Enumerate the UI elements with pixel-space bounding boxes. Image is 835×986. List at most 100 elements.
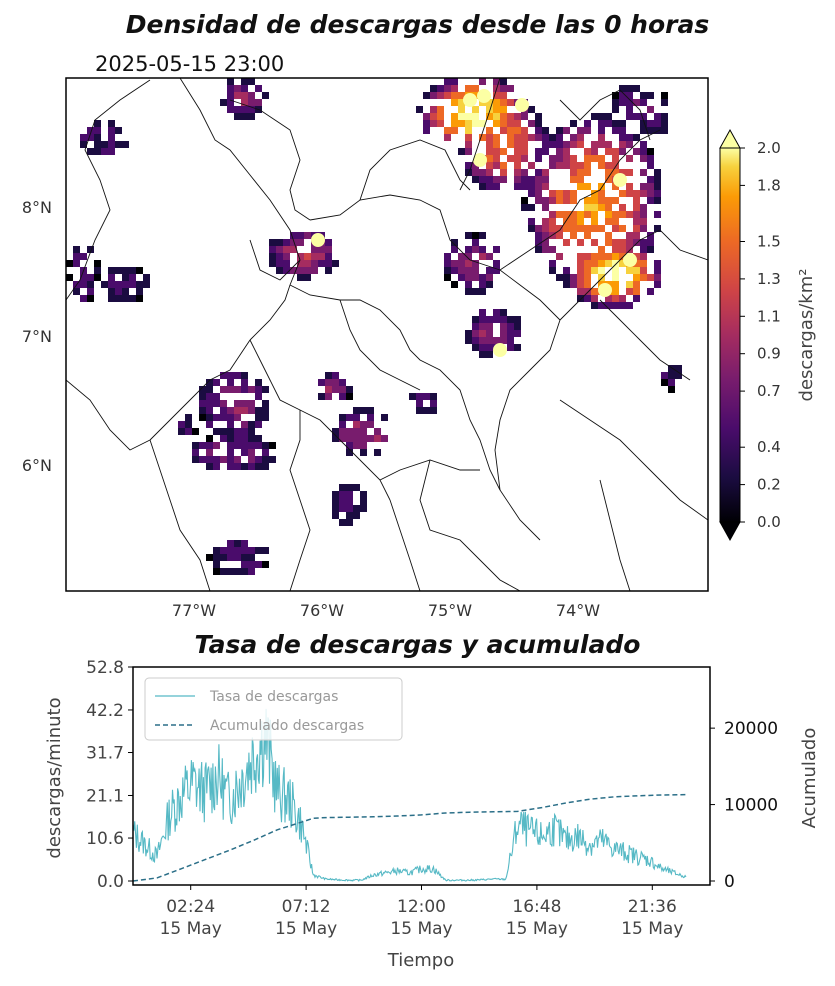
density-cell xyxy=(94,274,101,281)
density-cell xyxy=(535,134,542,141)
density-cell xyxy=(283,246,290,253)
density-cell xyxy=(262,92,269,99)
density-cell xyxy=(535,225,542,232)
density-cell xyxy=(416,400,423,407)
density-cell xyxy=(591,253,598,260)
density-cell xyxy=(241,106,248,113)
density-cell xyxy=(374,449,381,456)
hotspot xyxy=(613,173,627,187)
density-cell xyxy=(346,435,353,442)
density-cell xyxy=(542,176,549,183)
density-cell xyxy=(598,134,605,141)
density-cell xyxy=(479,323,486,330)
density-cell xyxy=(332,386,339,393)
density-cell xyxy=(626,106,633,113)
density-cell xyxy=(549,246,556,253)
density-cell xyxy=(192,442,199,449)
density-cell xyxy=(276,267,283,274)
density-cell xyxy=(563,190,570,197)
density-cell xyxy=(507,323,514,330)
density-cell xyxy=(633,85,640,92)
density-cell xyxy=(430,106,437,113)
density-cell xyxy=(346,512,353,519)
density-cell xyxy=(122,267,129,274)
series-cumulative-line xyxy=(132,793,687,882)
density-cell xyxy=(612,197,619,204)
density-cell xyxy=(472,176,479,183)
density-cell xyxy=(640,127,647,134)
density-cell xyxy=(199,400,206,407)
density-cell xyxy=(507,344,514,351)
density-cell xyxy=(115,141,122,148)
density-cell xyxy=(451,267,458,274)
density-cell xyxy=(528,204,535,211)
density-cell xyxy=(262,456,269,463)
density-cell xyxy=(626,302,633,309)
density-cell xyxy=(633,267,640,274)
density-cell xyxy=(535,169,542,176)
density-cell xyxy=(206,456,213,463)
density-cell xyxy=(612,106,619,113)
density-cell xyxy=(521,113,528,120)
density-cell xyxy=(465,162,472,169)
density-cell xyxy=(94,260,101,267)
density-cell xyxy=(598,204,605,211)
colorbar-tick-label: 0.4 xyxy=(757,438,781,456)
density-cell xyxy=(311,253,318,260)
density-cell xyxy=(325,260,332,267)
density-cell xyxy=(612,127,619,134)
density-cell xyxy=(626,267,633,274)
density-cell xyxy=(493,99,500,106)
density-cell xyxy=(451,120,458,127)
density-cell xyxy=(584,274,591,281)
density-cell xyxy=(556,162,563,169)
density-cell xyxy=(612,99,619,106)
density-cell xyxy=(94,141,101,148)
density-cell xyxy=(507,85,514,92)
density-cell xyxy=(654,211,661,218)
density-cell xyxy=(556,197,563,204)
density-cell xyxy=(325,253,332,260)
density-cell xyxy=(556,274,563,281)
density-cell xyxy=(500,309,507,316)
density-cell xyxy=(318,379,325,386)
density-cell xyxy=(220,456,227,463)
density-cell xyxy=(514,183,521,190)
density-cell xyxy=(472,113,479,120)
density-cell xyxy=(640,239,647,246)
density-cell xyxy=(633,113,640,120)
density-cell xyxy=(367,435,374,442)
density-cell xyxy=(549,225,556,232)
density-cell xyxy=(584,225,591,232)
density-cell xyxy=(612,92,619,99)
density-cell xyxy=(255,379,262,386)
density-cell xyxy=(556,253,563,260)
density-cell xyxy=(591,141,598,148)
density-cell xyxy=(80,134,87,141)
density-cell xyxy=(598,120,605,127)
density-cell xyxy=(472,323,479,330)
x-tick-label: 02:24 xyxy=(166,897,215,917)
density-cell xyxy=(290,267,297,274)
density-cell xyxy=(206,407,213,414)
y-tick-label: 21.1 xyxy=(86,786,124,806)
density-cell xyxy=(626,113,633,120)
density-cell xyxy=(262,442,269,449)
density-cell xyxy=(241,386,248,393)
density-cell xyxy=(577,218,584,225)
x-tick-label: 15 May xyxy=(621,919,683,939)
density-cell xyxy=(479,344,486,351)
density-cell xyxy=(458,274,465,281)
density-cell xyxy=(570,141,577,148)
density-cell xyxy=(465,127,472,134)
density-cell xyxy=(591,239,598,246)
colorbar-tick-label: 2.0 xyxy=(757,139,781,157)
density-cell xyxy=(668,372,675,379)
density-cell xyxy=(451,85,458,92)
density-cell xyxy=(472,274,479,281)
density-cell xyxy=(633,197,640,204)
density-cell xyxy=(591,155,598,162)
y2-tick-label: 20000 xyxy=(724,719,778,739)
density-cell xyxy=(479,183,486,190)
density-cell xyxy=(248,113,255,120)
